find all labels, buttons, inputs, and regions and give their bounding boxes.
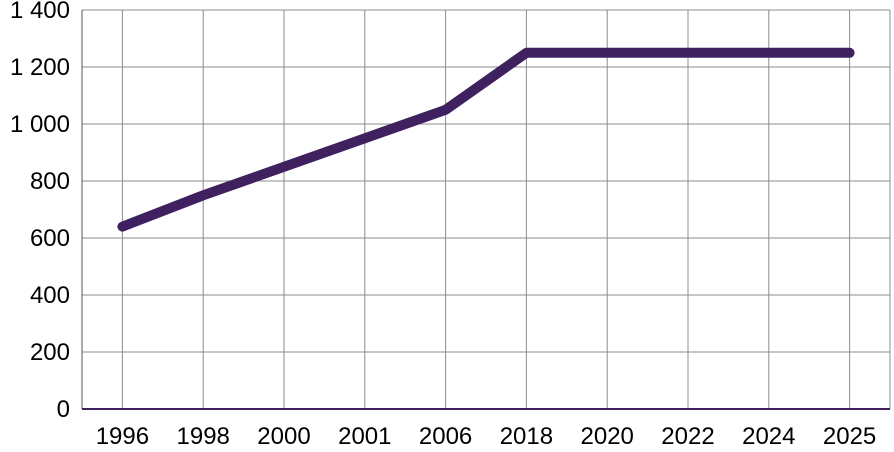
grid-lines bbox=[82, 9, 891, 409]
series-line bbox=[117, 47, 855, 232]
series bbox=[117, 47, 855, 232]
data-point bbox=[121, 226, 123, 228]
axes bbox=[81, 10, 890, 410]
data-point bbox=[283, 166, 285, 168]
data-point bbox=[687, 52, 689, 54]
data-point bbox=[768, 52, 770, 54]
data-point bbox=[606, 52, 608, 54]
x-tick-label: 2018 bbox=[500, 423, 553, 450]
x-tick-label: 2020 bbox=[581, 423, 634, 450]
x-tick-label: 2001 bbox=[338, 423, 391, 450]
y-tick-label: 1 000 bbox=[10, 111, 70, 138]
y-tick-label: 1 400 bbox=[10, 0, 70, 24]
y-tick-label: 0 bbox=[57, 396, 70, 423]
x-tick-label: 2024 bbox=[742, 423, 795, 450]
x-tick-label: 1998 bbox=[177, 423, 230, 450]
y-tick-label: 800 bbox=[30, 168, 70, 195]
data-point bbox=[202, 194, 204, 196]
data-point bbox=[849, 52, 851, 54]
y-tick-label: 400 bbox=[30, 282, 70, 309]
data-point bbox=[364, 137, 366, 139]
x-tick-label: 1996 bbox=[96, 423, 149, 450]
x-tick-label: 2000 bbox=[257, 423, 310, 450]
data-point bbox=[525, 52, 527, 54]
x-tick-label: 2006 bbox=[419, 423, 472, 450]
x-tick-label: 2022 bbox=[661, 423, 714, 450]
y-tick-labels: 0 200 400 600 800 1 000 1 200 1 400 bbox=[10, 0, 70, 423]
data-point bbox=[445, 109, 447, 111]
x-tick-label: 2025 bbox=[823, 423, 876, 450]
y-tick-label: 200 bbox=[30, 339, 70, 366]
x-tick-labels: 1996 1998 2000 2001 2006 2018 2020 2022 2024 2025 bbox=[96, 423, 877, 450]
y-tick-label: 1 200 bbox=[10, 54, 70, 81]
y-tick-label: 600 bbox=[30, 225, 70, 252]
